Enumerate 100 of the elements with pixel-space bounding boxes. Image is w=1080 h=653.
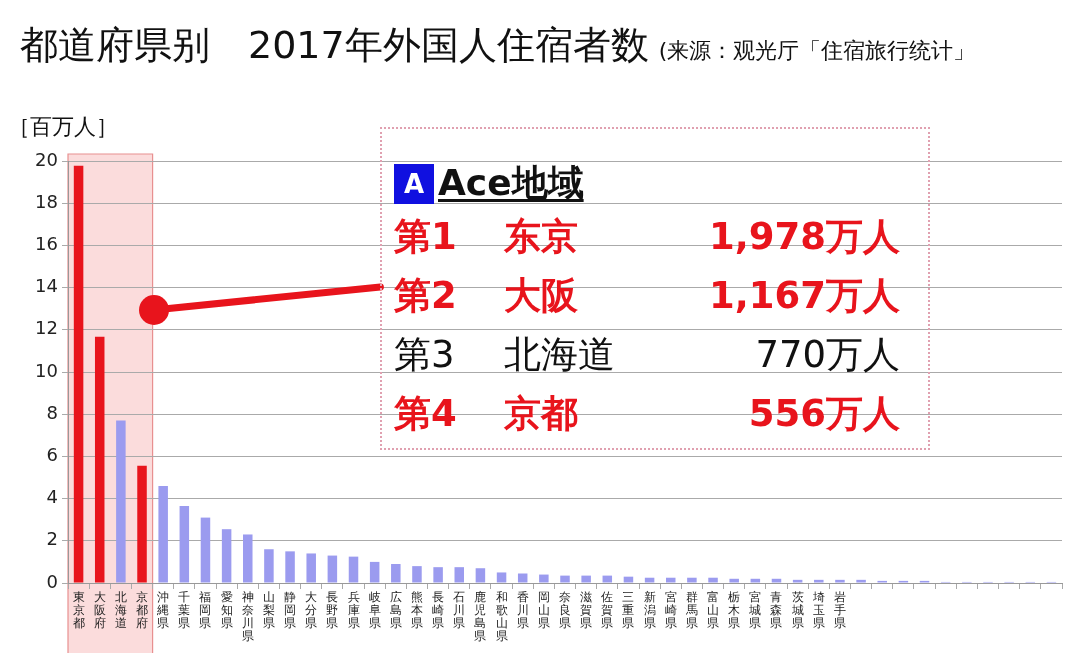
y-tick-label: 12	[35, 317, 58, 339]
bar	[158, 485, 168, 583]
x-tick-label: 神奈川県	[241, 589, 254, 644]
annotation: 东京	[504, 214, 578, 260]
annotation: 1,167万人	[708, 273, 900, 319]
x-tick-label: 兵庫県	[347, 589, 360, 631]
bar	[221, 529, 232, 583]
x-tick-label: 茨城県	[790, 589, 804, 631]
y-tick-label: 0	[46, 570, 58, 592]
x-tick-label: 滋賀県	[580, 589, 593, 631]
y-tick-label: 18	[35, 190, 58, 212]
x-tick-label: 宮崎県	[664, 589, 677, 631]
annotation: 第2	[394, 273, 457, 319]
bar	[814, 579, 824, 583]
x-tick-label: 香川県	[516, 589, 529, 631]
bar	[306, 553, 316, 583]
y-tick-label: 6	[46, 444, 58, 466]
annotation: 第4	[394, 391, 457, 437]
x-tick-label: 沖縄県	[156, 589, 170, 631]
bar	[539, 574, 549, 583]
x-tick-label: 大阪府	[93, 589, 106, 631]
x-tick-label: 京都府	[136, 589, 149, 631]
bar	[454, 567, 465, 583]
x-tick-label: 青森県	[770, 589, 783, 631]
x-tick-label: 宮城県	[748, 589, 762, 631]
bar	[412, 566, 422, 583]
y-tick-label: 16	[35, 233, 58, 255]
x-tick-label: 岡山県	[537, 589, 550, 631]
x-tick-label: 千葉県	[178, 589, 191, 631]
bar	[94, 336, 105, 583]
bar	[750, 578, 761, 583]
annotation: 大阪	[504, 273, 578, 319]
annotation: Ace地域	[438, 161, 584, 205]
x-tick-label: 奈良県	[559, 589, 571, 631]
bar	[73, 165, 84, 583]
x-tick-label: 群馬県	[684, 589, 698, 631]
annotation: 556万人	[748, 391, 900, 437]
bar	[644, 577, 655, 583]
bar	[771, 578, 782, 583]
bar	[433, 567, 443, 583]
x-tick-label: 長崎県	[432, 589, 445, 631]
x-tick-label: 山梨県	[262, 589, 275, 631]
bar	[856, 579, 866, 583]
bar	[665, 577, 676, 583]
bar	[708, 577, 718, 583]
chart-subtitle: (来源：观光厅「住宿旅行统计」	[658, 37, 976, 65]
bar	[137, 465, 147, 583]
bar	[327, 555, 338, 583]
bar	[116, 420, 126, 583]
x-tick-label: 熊本県	[410, 589, 423, 631]
bar	[285, 551, 295, 583]
bar	[792, 579, 803, 583]
x-tick-label: 福岡県	[199, 589, 212, 631]
x-tick-label: 愛知県	[220, 589, 233, 631]
y-tick-label: 14	[35, 275, 58, 297]
x-tick-label: 石川県	[453, 589, 466, 631]
x-tick-label: 佐賀県	[601, 589, 614, 631]
bar	[623, 576, 634, 583]
bar	[581, 575, 591, 583]
bar	[200, 517, 211, 583]
x-tick-label: 岩手県	[833, 589, 846, 631]
x-tick-label: 東京都	[72, 589, 85, 631]
x-tick-label: 埼玉県	[811, 589, 825, 631]
x-tick-label: 新潟県	[643, 589, 656, 631]
x-tick-label: 和歌山県	[495, 589, 508, 644]
annotation: A	[403, 168, 425, 199]
bar	[496, 572, 507, 583]
bar	[517, 573, 528, 583]
bar	[835, 579, 845, 583]
annotation: 京都	[504, 391, 578, 437]
x-tick-label: 富山県	[707, 589, 720, 631]
bar	[602, 575, 613, 583]
x-tick-label: 北海道	[114, 589, 127, 631]
x-tick-label: 長野県	[326, 589, 339, 631]
y-tick-label: 20	[35, 148, 58, 170]
x-tick-label: 三重県	[622, 589, 635, 631]
bar	[687, 577, 697, 583]
bar	[729, 578, 739, 583]
y-tick-label: 8	[46, 401, 58, 423]
x-tick-label: 広島県	[389, 589, 402, 631]
y-tick-label: 2	[46, 528, 58, 550]
bar	[348, 556, 359, 583]
bar	[391, 564, 401, 583]
bar	[369, 561, 380, 583]
bar	[179, 505, 190, 583]
y-tick-label: 10	[35, 359, 58, 381]
letter-badge: A	[394, 163, 434, 204]
bar	[264, 549, 274, 583]
bar	[243, 534, 253, 583]
y-tick-label: 4	[46, 486, 58, 508]
annotation: 北海道	[504, 332, 615, 378]
x-tick-label: 静岡県	[284, 589, 297, 631]
x-tick-label: 鹿児島県	[474, 589, 487, 644]
bar	[560, 575, 570, 583]
x-tick-label: 大分県	[305, 589, 318, 631]
annotation: 第1	[394, 214, 457, 260]
annotation: 770万人	[755, 332, 900, 378]
chart-title: 都道府県别 2017年外国人住宿者数	[20, 22, 649, 69]
annotation: 1,978万人	[708, 214, 900, 260]
bar	[475, 568, 486, 583]
